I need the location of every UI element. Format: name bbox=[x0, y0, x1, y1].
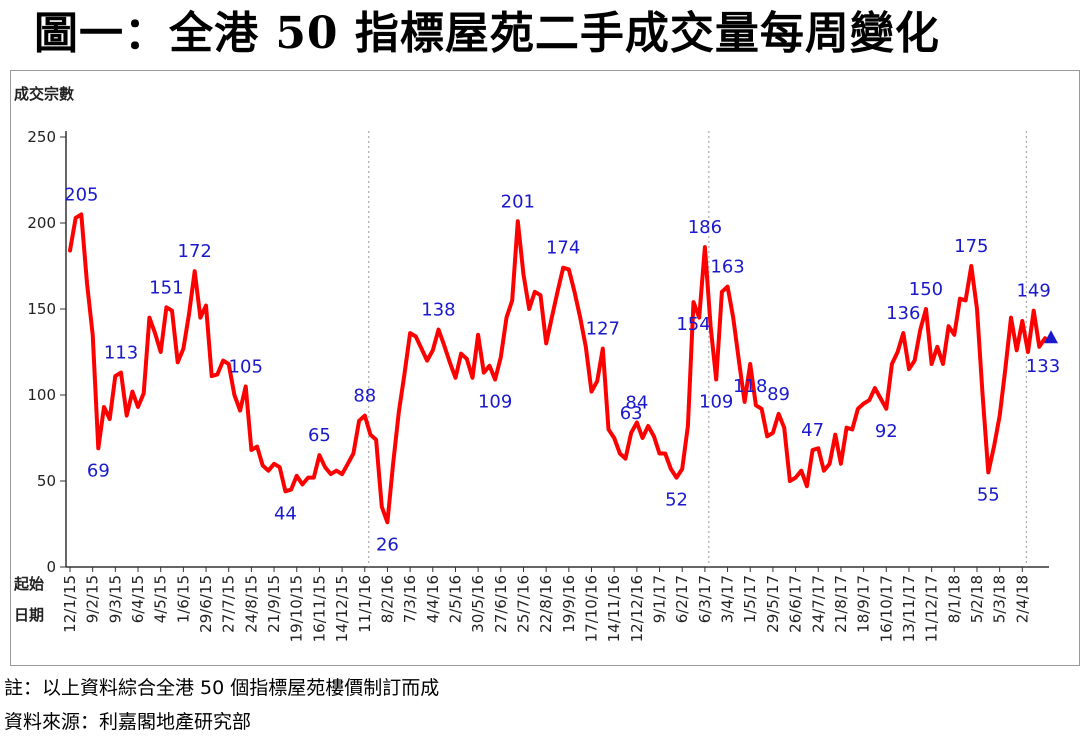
data-label: 127 bbox=[586, 319, 620, 340]
data-label: 151 bbox=[149, 277, 183, 298]
x-tick-label: 2/5/16 bbox=[446, 575, 464, 623]
x-tick-label: 14/11/16 bbox=[605, 575, 623, 642]
x-tick-label: 9/3/15 bbox=[106, 575, 124, 623]
x-tick-label: 12/1/15 bbox=[61, 575, 79, 633]
data-label: 105 bbox=[229, 356, 263, 377]
data-label: 109 bbox=[478, 392, 512, 413]
x-tick-label: 19/10/15 bbox=[288, 575, 306, 642]
data-label: 55 bbox=[977, 484, 1000, 505]
x-tick-label: 13/11/17 bbox=[900, 575, 918, 642]
data-label: 186 bbox=[688, 217, 722, 238]
x-tick-label: 29/5/17 bbox=[764, 575, 782, 633]
y-tick-label: 100 bbox=[27, 386, 56, 404]
y-tick-label: 0 bbox=[46, 558, 56, 576]
x-tick-label: 9/1/17 bbox=[651, 575, 669, 623]
series-line bbox=[68, 212, 1047, 525]
x-tick-label: 19/9/16 bbox=[560, 575, 578, 633]
x-tick-label: 25/7/16 bbox=[514, 575, 532, 633]
footnote: 註：以上資料綜合全港 50 個指標屋苑樓價制訂而成 bbox=[4, 677, 440, 699]
data-label: 154 bbox=[676, 314, 710, 335]
x-tick-label: 26/6/17 bbox=[787, 575, 805, 633]
x-tick-label: 5/3/18 bbox=[991, 575, 1009, 623]
data-label: 69 bbox=[87, 460, 110, 481]
data-label: 149 bbox=[1016, 281, 1050, 302]
x-tick-label: 12/12/16 bbox=[628, 575, 646, 642]
data-label: 172 bbox=[178, 241, 212, 262]
x-tick-label: 16/11/15 bbox=[310, 575, 328, 642]
x-tick-label: 29/6/15 bbox=[197, 575, 215, 633]
data-label: 65 bbox=[308, 425, 331, 446]
x-tick-label: 22/8/16 bbox=[537, 575, 555, 633]
data-label: 113 bbox=[104, 343, 138, 364]
x-tick-label: 14/12/15 bbox=[333, 575, 351, 642]
x-axis-title-line1: 起始 bbox=[13, 575, 44, 593]
y-tick-label: 150 bbox=[27, 300, 56, 318]
data-label: 88 bbox=[353, 386, 376, 407]
x-tick-label: 7/3/16 bbox=[401, 575, 419, 623]
chart-title: 圖一：全港 50 指標屋苑二手成交量每周變化 bbox=[34, 8, 940, 59]
data-label: 136 bbox=[886, 303, 920, 324]
x-tick-label: 21/9/15 bbox=[265, 575, 283, 633]
data-label: 163 bbox=[710, 257, 744, 278]
data-label: 118 bbox=[733, 376, 767, 397]
x-tick-label: 30/5/16 bbox=[469, 575, 487, 633]
data-label: 174 bbox=[546, 238, 580, 259]
x-tick-label: 1/5/17 bbox=[741, 575, 759, 623]
x-tick-label: 5/2/18 bbox=[968, 575, 986, 623]
data-label: 89 bbox=[767, 384, 790, 405]
y-tick-label: 250 bbox=[27, 128, 56, 146]
x-tick-label: 11/1/16 bbox=[356, 575, 374, 633]
x-tick-label: 24/7/17 bbox=[809, 575, 827, 633]
x-tick-label: 4/5/15 bbox=[152, 575, 170, 623]
data-label: 52 bbox=[665, 490, 688, 511]
x-tick-label: 9/2/15 bbox=[84, 575, 102, 623]
data-label: 175 bbox=[954, 236, 988, 257]
data-label: 26 bbox=[376, 534, 399, 555]
data-label: 109 bbox=[699, 392, 733, 413]
x-tick-label: 21/8/17 bbox=[832, 575, 850, 633]
x-tick-label: 17/10/16 bbox=[583, 575, 601, 642]
data-label: 44 bbox=[274, 503, 297, 524]
x-tick-label: 16/10/17 bbox=[877, 575, 895, 642]
x-tick-label: 6/3/17 bbox=[696, 575, 714, 623]
x-tick-label: 8/2/16 bbox=[378, 575, 396, 623]
y-tick-label: 50 bbox=[37, 472, 56, 490]
line-chart: 成交宗數 0 50 100 150 200 250 12/1/15 9/2/15 9/3/15 6/… bbox=[13, 85, 1060, 642]
x-tick-label: 6/2/17 bbox=[673, 575, 691, 623]
x-tick-label: 24/8/15 bbox=[242, 575, 260, 633]
data-label: 150 bbox=[909, 279, 943, 300]
x-tick-label: 1/6/15 bbox=[174, 575, 192, 623]
x-tick-label: 6/4/15 bbox=[129, 575, 147, 623]
y-axis-title: 成交宗數 bbox=[14, 85, 74, 103]
x-tick-label: 27/6/16 bbox=[492, 575, 510, 633]
x-tick-label: 4/4/16 bbox=[424, 575, 442, 623]
y-tick-label: 200 bbox=[27, 214, 56, 232]
data-label: 138 bbox=[421, 300, 455, 321]
x-tick-label: 3/4/17 bbox=[719, 575, 737, 623]
last-point-marker bbox=[1044, 330, 1058, 344]
data-label: 84 bbox=[625, 393, 648, 414]
data-label: 133 bbox=[1026, 356, 1060, 377]
x-tick-label: 11/12/17 bbox=[923, 575, 941, 642]
source-note: 資料來源：利嘉閣地產研究部 bbox=[4, 711, 252, 733]
data-label: 205 bbox=[64, 184, 98, 205]
x-tick-label: 27/7/15 bbox=[220, 575, 238, 633]
data-label: 201 bbox=[501, 191, 535, 212]
x-tick-label: 8/1/18 bbox=[945, 575, 963, 623]
x-tick-label: 18/9/17 bbox=[855, 575, 873, 633]
data-label: 63 bbox=[620, 403, 643, 424]
x-axis-title-line2: 日期 bbox=[14, 606, 44, 624]
data-label: 92 bbox=[875, 421, 898, 442]
chart-frame: 成交宗數 0 50 100 150 200 250 12/1/15 9/2/15 9/3/15 6/… bbox=[10, 70, 1080, 666]
data-label: 47 bbox=[801, 420, 824, 441]
x-tick-label: 2/4/18 bbox=[1013, 575, 1031, 623]
